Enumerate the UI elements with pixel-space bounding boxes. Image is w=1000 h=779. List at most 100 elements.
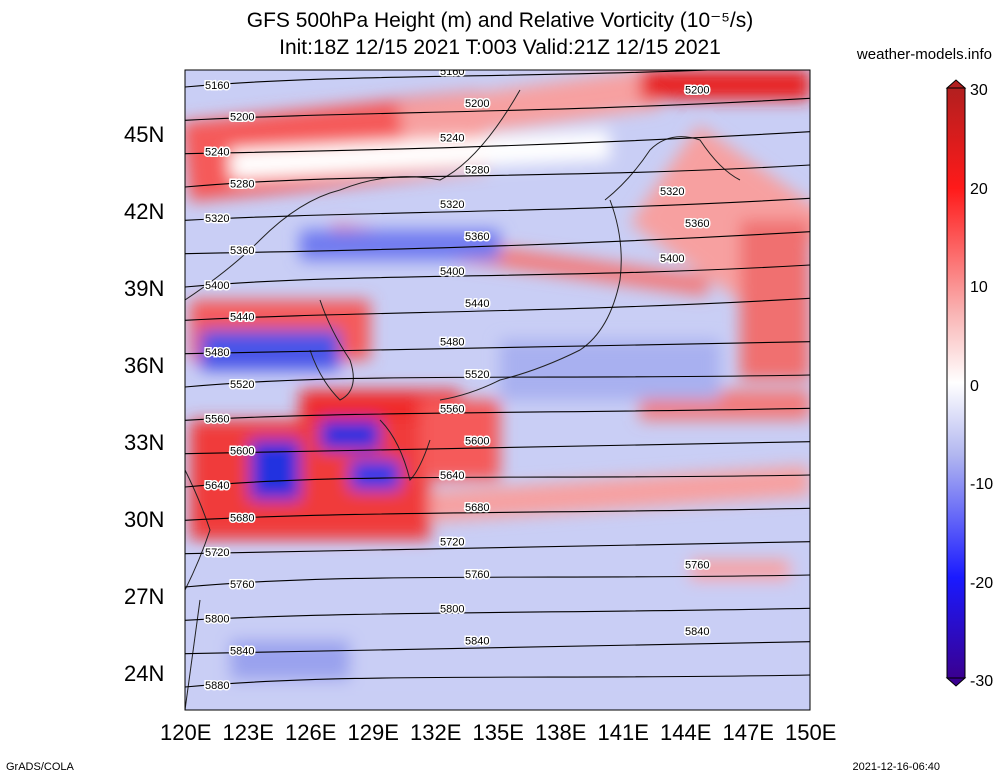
contour-label: 5160 [440, 66, 464, 78]
contour-line [185, 407, 810, 421]
contour-line [185, 674, 810, 688]
contour-label: 5760 [685, 559, 709, 571]
contour-line [185, 341, 810, 355]
map-subtitle: Init:18Z 12/15 2021 T:003 Valid:21Z 12/1… [279, 36, 721, 59]
contour-line [185, 264, 810, 288]
contour-label: 5280 [465, 164, 489, 176]
contour-label: 5200 [230, 112, 254, 124]
colorbar-tick-label: 20 [970, 180, 988, 198]
lon-label: 129E [347, 720, 399, 745]
contour-line [185, 641, 810, 655]
contour-label: 5200 [465, 98, 489, 110]
contour-label: 5480 [205, 347, 229, 359]
lon-label: 123E [222, 720, 274, 745]
contour-line [185, 607, 810, 621]
coastlines [185, 89, 741, 710]
colorbar-tick-label: -30 [970, 673, 994, 690]
colorbar-min-arrow [945, 677, 967, 687]
lat-label: 27N [124, 584, 165, 609]
lat-label: 24N [124, 661, 165, 686]
lat-label: 45N [124, 122, 165, 147]
contour-label: 5240 [440, 133, 464, 145]
footer-right: 2021-12-16-06:40 [852, 761, 940, 773]
contour-label: 5440 [465, 298, 489, 310]
contour-line [185, 164, 810, 188]
contour-line [185, 507, 810, 521]
contour-label: 5600 [230, 446, 254, 458]
colorbar-tick-label: 30 [970, 82, 988, 99]
lon-label: 147E [722, 720, 774, 745]
lon-label: 144E [660, 720, 712, 745]
colorbar-tick-label: -10 [970, 476, 994, 493]
lon-label: 132E [410, 720, 462, 745]
contour-label: 5720 [440, 537, 464, 549]
lat-label: 39N [124, 276, 165, 301]
contour-label: 5560 [440, 403, 464, 415]
footer-left: GrADS/COLA [6, 761, 74, 773]
lat-label: 33N [124, 430, 165, 455]
lon-label: 150E [785, 720, 837, 745]
contour-label: 5200 [685, 85, 709, 97]
contour-label: 5320 [440, 199, 464, 211]
contour-label: 5280 [230, 178, 254, 190]
contour-label: 5680 [465, 502, 489, 514]
contour-label: 5320 [660, 186, 684, 198]
lat-label: 30N [124, 507, 165, 532]
contour-label: 5760 [465, 569, 489, 581]
map-frame [184, 69, 811, 711]
contour-label: 5160 [205, 80, 229, 92]
contour-line [185, 231, 810, 255]
contour-label: 5320 [205, 213, 229, 225]
contour-label: 5400 [440, 266, 464, 278]
contour-label: 5440 [230, 312, 254, 324]
contour-label: 5520 [465, 369, 489, 381]
lon-label: 120E [160, 720, 212, 745]
contour-label: 5400 [660, 253, 684, 265]
contour-label: 5560 [205, 413, 229, 425]
contour-label: 5240 [205, 146, 229, 158]
lon-label: 141E [597, 720, 649, 745]
contour-label: 5480 [440, 337, 464, 349]
contour-label: 5400 [205, 280, 229, 292]
lon-label: 135E [472, 720, 524, 745]
contour-line [185, 441, 810, 455]
contour-label: 5880 [205, 680, 229, 692]
contour-line [185, 541, 810, 555]
lon-label: 138E [535, 720, 587, 745]
map-title: GFS 500hPa Height (m) and Relative Vorti… [246, 9, 754, 32]
contour-label: 5840 [230, 646, 254, 658]
colorbar-max-arrow [945, 79, 967, 89]
contour-label: 5360 [685, 218, 709, 230]
contour-label: 5840 [685, 626, 709, 638]
contour-label: 5760 [230, 579, 254, 591]
contour-line [185, 474, 810, 488]
contour-label: 5680 [230, 512, 254, 524]
contour-line [185, 574, 810, 588]
contour-label: 5640 [205, 480, 229, 492]
contour-label: 5720 [205, 547, 229, 559]
contour-label: 5360 [230, 245, 254, 257]
vorticity-field [185, 70, 810, 710]
contour-line [185, 131, 810, 155]
contour-label: 5360 [465, 231, 489, 243]
contour-label: 5600 [465, 436, 489, 448]
colorbar-tick-label: 10 [970, 279, 988, 296]
site-label: weather-models.info [856, 46, 992, 63]
lat-label: 42N [124, 199, 165, 224]
contour-line [185, 97, 810, 121]
contour-line [185, 197, 810, 221]
lat-label: 36N [124, 353, 165, 378]
lon-label: 126E [285, 720, 337, 745]
colorbar-tick-label: -20 [970, 574, 994, 592]
contour-line [185, 297, 810, 321]
height-contours: 5160 5160 5200 5200 5200 5240 5240 5280 5280 5320… [185, 66, 810, 694]
contour-line [185, 374, 810, 388]
contour-label: 5800 [205, 613, 229, 625]
contour-label: 5800 [440, 603, 464, 615]
colorbar [946, 87, 966, 679]
contour-label: 5640 [440, 470, 464, 482]
contour-label: 5840 [465, 636, 489, 648]
colorbar-tick-label: 0 [970, 377, 979, 395]
contour-label: 5520 [230, 379, 254, 391]
